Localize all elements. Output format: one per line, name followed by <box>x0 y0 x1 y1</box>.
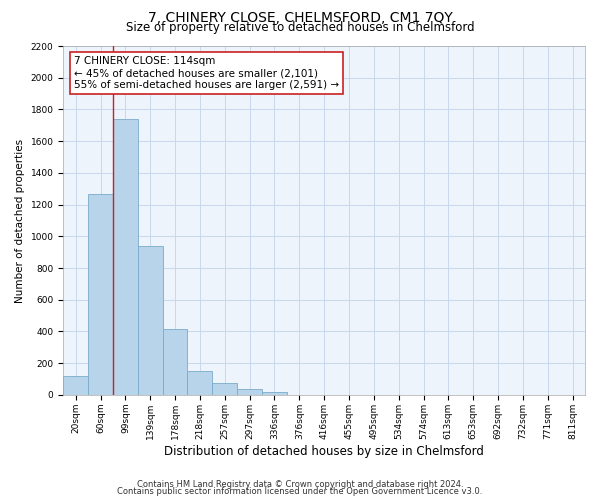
Bar <box>237 390 262 395</box>
Text: Size of property relative to detached houses in Chelmsford: Size of property relative to detached ho… <box>125 22 475 35</box>
Bar <box>63 376 88 395</box>
Bar <box>187 372 212 395</box>
Bar <box>163 329 187 395</box>
Text: 7 CHINERY CLOSE: 114sqm
← 45% of detached houses are smaller (2,101)
55% of semi: 7 CHINERY CLOSE: 114sqm ← 45% of detache… <box>74 56 339 90</box>
Bar <box>113 119 138 395</box>
Text: 7, CHINERY CLOSE, CHELMSFORD, CM1 7QY: 7, CHINERY CLOSE, CHELMSFORD, CM1 7QY <box>148 11 452 25</box>
Bar <box>88 194 113 395</box>
X-axis label: Distribution of detached houses by size in Chelmsford: Distribution of detached houses by size … <box>164 444 484 458</box>
Bar <box>212 383 237 395</box>
Bar <box>138 246 163 395</box>
Text: Contains HM Land Registry data © Crown copyright and database right 2024.: Contains HM Land Registry data © Crown c… <box>137 480 463 489</box>
Text: Contains public sector information licensed under the Open Government Licence v3: Contains public sector information licen… <box>118 487 482 496</box>
Bar <box>262 392 287 395</box>
Y-axis label: Number of detached properties: Number of detached properties <box>15 138 25 302</box>
